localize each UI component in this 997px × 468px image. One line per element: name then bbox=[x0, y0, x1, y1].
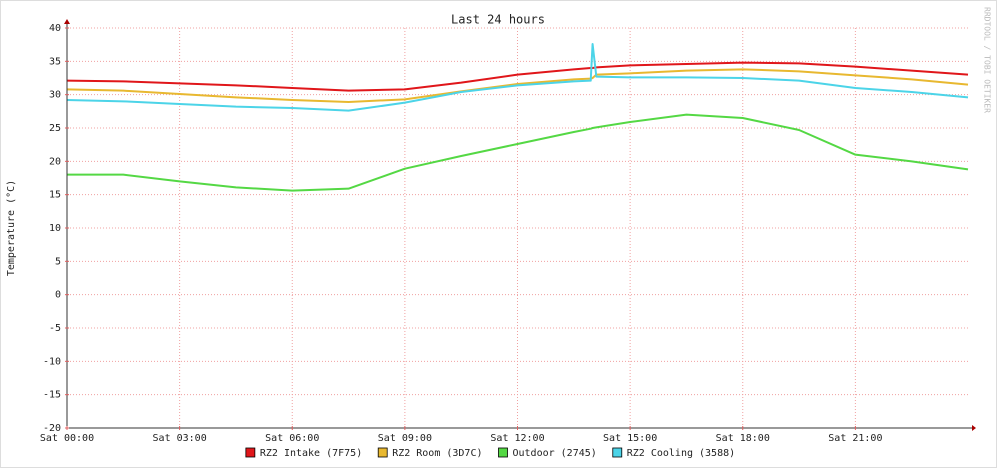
series-line bbox=[67, 113, 969, 192]
legend-label: RZ2 Intake (7F75) bbox=[260, 448, 362, 459]
x-arrow bbox=[972, 425, 976, 431]
y-tick-label: 30 bbox=[49, 90, 61, 101]
x-tick-label: Sat 06:00 bbox=[265, 433, 319, 444]
series-line bbox=[66, 61, 969, 92]
legend-swatch bbox=[612, 447, 623, 458]
legend: RZ2 Intake (7F75) RZ2 Room (3D7C) Outdoor … bbox=[245, 447, 735, 459]
series-line bbox=[66, 68, 969, 103]
y-tick-label: 20 bbox=[49, 156, 61, 167]
y-tick-label: 0 bbox=[55, 290, 61, 301]
x-tick-label: Sat 03:00 bbox=[153, 433, 207, 444]
x-tick-label: Sat 15:00 bbox=[603, 433, 657, 444]
series-line bbox=[66, 43, 969, 112]
y-tick-label: -15 bbox=[43, 390, 61, 401]
x-tick-label: Sat 18:00 bbox=[716, 433, 770, 444]
x-tick-label: Sat 21:00 bbox=[828, 433, 882, 444]
y-arrow bbox=[64, 19, 70, 24]
y-axis-label: Temperature (°C) bbox=[6, 180, 17, 276]
y-tick-label: -5 bbox=[49, 323, 61, 334]
axes: -20 -15 -10 -5 0 5 10 15 20 25 30 35 40 Sat 00:00 Sat … bbox=[40, 19, 976, 444]
y-tick-label: 25 bbox=[49, 123, 61, 134]
y-tick-label: 40 bbox=[49, 23, 61, 34]
lines bbox=[66, 43, 969, 192]
legend-label: RZ2 Cooling (3588) bbox=[627, 448, 735, 459]
legend-swatch bbox=[498, 447, 508, 458]
y-tick-label: -20 bbox=[43, 423, 61, 434]
watermark: RRDTOOL / TOBI OETIKER bbox=[983, 7, 992, 113]
legend-swatch bbox=[377, 447, 388, 458]
y-tick-label: 5 bbox=[55, 256, 61, 267]
chart-title: Last 24 hours bbox=[451, 13, 545, 27]
y-tick-label: 10 bbox=[49, 223, 61, 234]
x-tick-label: Sat 00:00 bbox=[40, 433, 94, 444]
x-tick-label: Sat 09:00 bbox=[378, 433, 432, 444]
legend-label: Outdoor (2745) bbox=[513, 448, 597, 459]
y-tick-label: 35 bbox=[49, 56, 61, 67]
grid bbox=[66, 27, 968, 429]
x-tick-label: Sat 12:00 bbox=[490, 433, 544, 444]
y-tick-label: 15 bbox=[49, 190, 61, 201]
legend-label: RZ2 Room (3D7C) bbox=[392, 448, 482, 459]
legend-swatch bbox=[245, 447, 256, 458]
y-tick-label: -10 bbox=[43, 356, 61, 367]
